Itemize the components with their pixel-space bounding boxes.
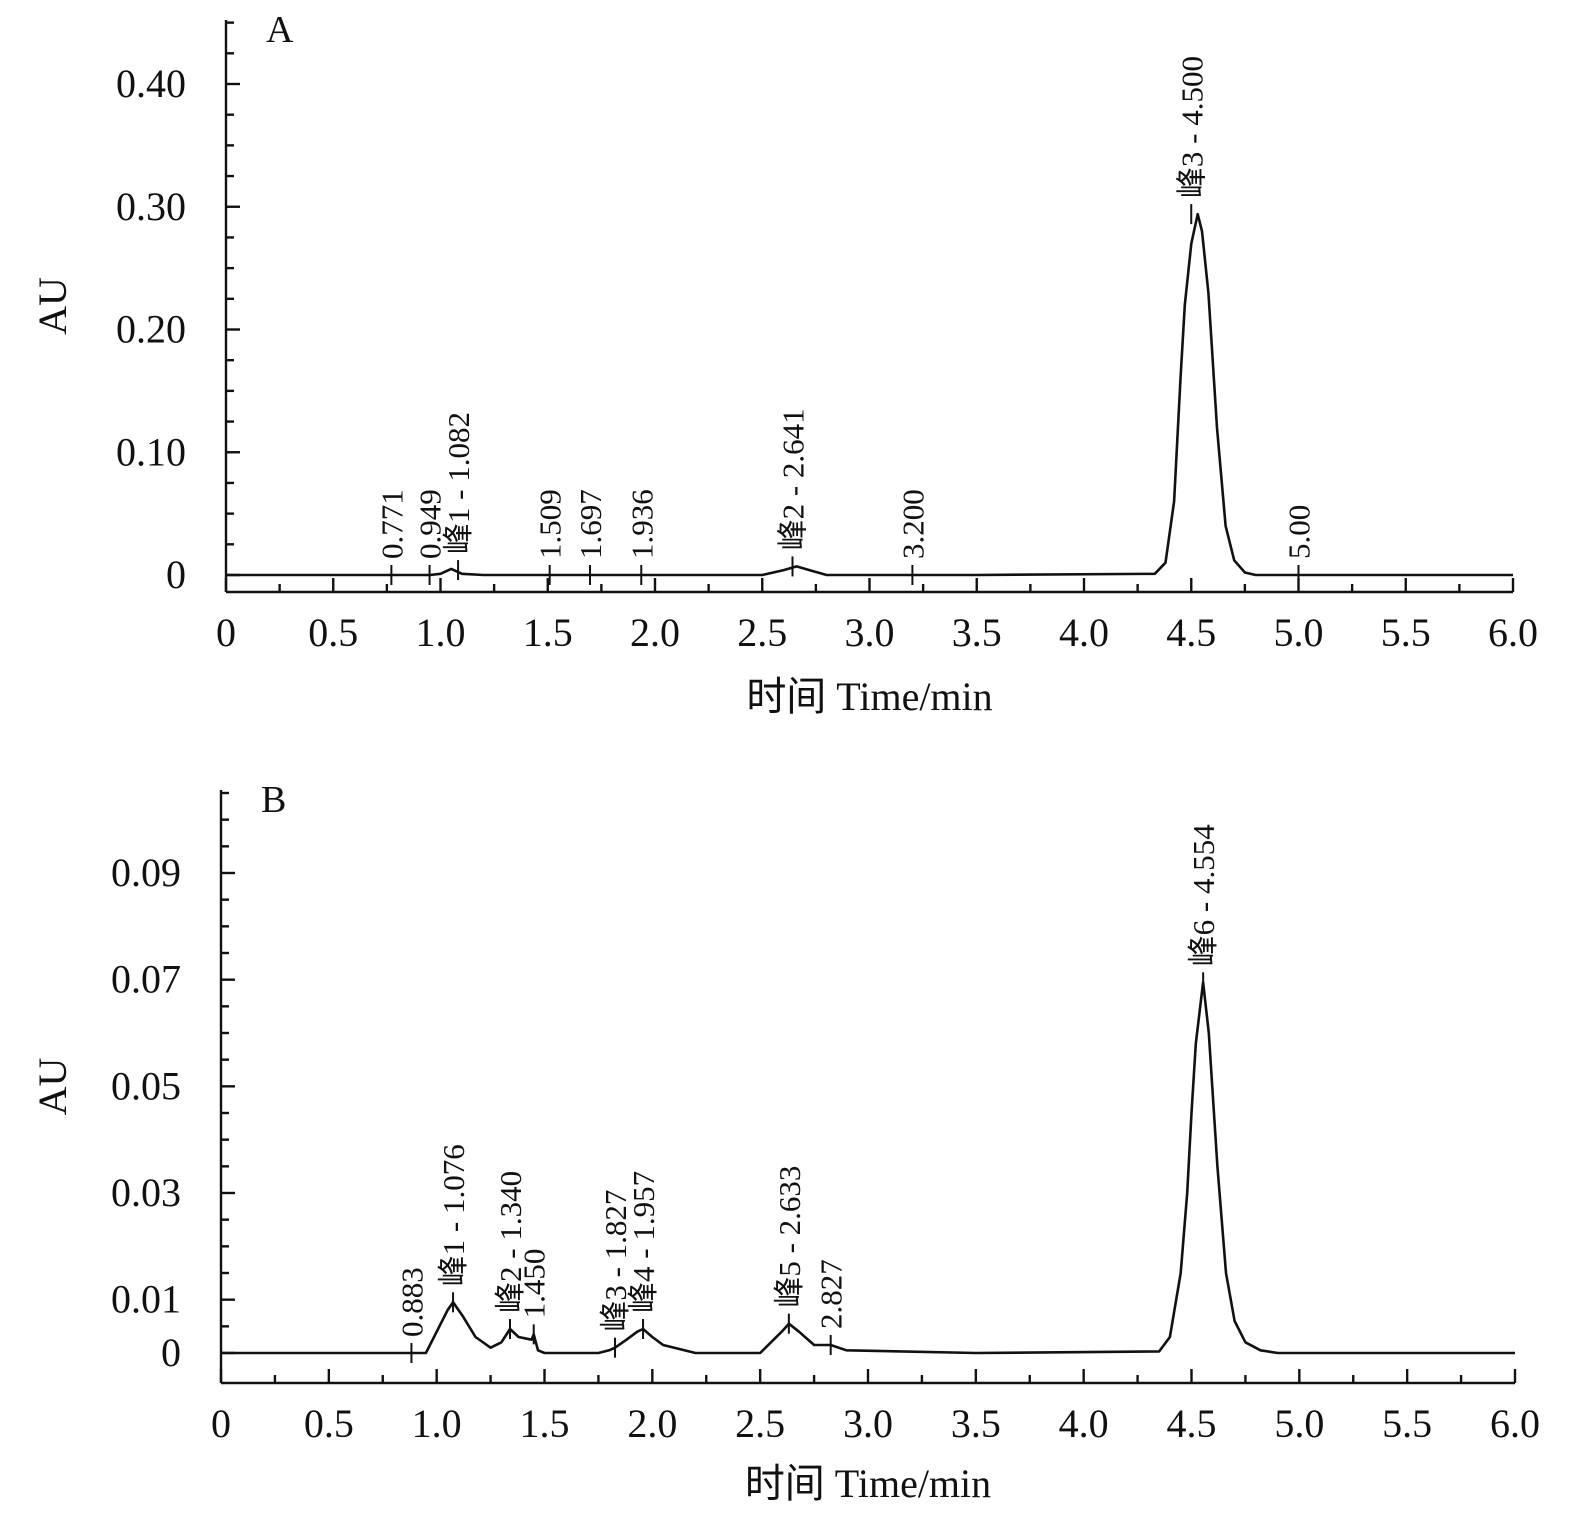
x-tick-label: 0.5	[308, 610, 358, 655]
y-axis-label: AU	[30, 1058, 75, 1116]
x-axis-label: 时间 Time/min	[745, 1461, 991, 1506]
peak-label: 峰2 - 1.340	[493, 1171, 528, 1313]
x-tick-label: 1.0	[412, 1401, 462, 1446]
y-tick-label: 0	[166, 552, 186, 597]
panel-label: B	[261, 779, 286, 821]
x-tick-label: 2.0	[630, 610, 680, 655]
panel-label: A	[266, 9, 294, 51]
x-tick-label: 0.5	[304, 1401, 354, 1446]
peak-label: 3.200	[895, 489, 930, 559]
peak-label: 2.827	[814, 1259, 849, 1329]
chart-panel-a: 0 0.5 1.0 1.5 2.0 2.5 3.0 3.5 4.0 4.5 5.0 5.5 6.0 0 0.…	[30, 9, 1538, 719]
peak-label: 0.949	[413, 489, 448, 559]
x-tick-label: 3.5	[952, 610, 1002, 655]
y-tick-label: 0.05	[111, 1063, 181, 1108]
peak-label: 0.771	[374, 489, 409, 559]
peak-label: 峰1 - 1.082	[441, 412, 476, 554]
y-tick-label: 0.40	[116, 61, 186, 106]
x-tick-label: 4.5	[1166, 610, 1216, 655]
chart-panel-b: 0 0.5 1.0 1.5 2.0 2.5 3.0 3.5 4.0 4.5 5.0 5.5 6.0 0 0.…	[30, 779, 1540, 1506]
y-tick-label: 0.09	[111, 850, 181, 895]
y-tick-label: 0.20	[116, 307, 186, 352]
x-tick-label: 0	[216, 610, 236, 655]
x-tick-label: 5.5	[1382, 1401, 1432, 1446]
x-tick-label: 1.5	[520, 1401, 570, 1446]
x-tick-label: 4.0	[1059, 1401, 1109, 1446]
peak-label: 峰4 - 1.957	[626, 1171, 661, 1313]
x-tick-label: 5.0	[1274, 1401, 1324, 1446]
peak-label: 1.697	[573, 489, 608, 559]
x-tick-label: 5.5	[1381, 610, 1431, 655]
x-tick-label: 1.0	[416, 610, 466, 655]
x-tick-label: 5.0	[1274, 610, 1324, 655]
peak-label: 峰6 - 4.554	[1186, 824, 1221, 967]
y-tick-label: 0.01	[111, 1277, 181, 1322]
peak-label: 5.00	[1282, 505, 1317, 559]
x-tick-label: 3.5	[951, 1401, 1001, 1446]
y-tick-label: 0	[161, 1330, 181, 1375]
x-axis-label: 时间 Time/min	[746, 674, 992, 719]
peak-label: 峰1 - 1.076	[436, 1144, 471, 1286]
y-tick-label: 0.30	[116, 184, 186, 229]
peak-label: 1.936	[624, 489, 659, 559]
x-tick-label: 3.0	[845, 610, 895, 655]
peak-label: 峰5 - 2.633	[772, 1166, 807, 1308]
y-tick-label: 0.10	[116, 429, 186, 474]
x-tick-label: 4.0	[1059, 610, 1109, 655]
peak-label: 峰3 - 1.827	[598, 1190, 633, 1332]
x-tick-label: 4.5	[1167, 1401, 1217, 1446]
peak-label: 1.450	[517, 1249, 552, 1319]
peak-label: 峰3 - 4.500	[1174, 56, 1209, 198]
y-tick-label: 0.07	[111, 957, 181, 1002]
x-tick-label: 1.5	[523, 610, 573, 655]
x-tick-label: 2.5	[735, 1401, 785, 1446]
x-tick-label: 6.0	[1488, 610, 1538, 655]
x-tick-label: 0	[211, 1401, 231, 1446]
y-tick-label: 0.03	[111, 1170, 181, 1215]
x-tick-label: 3.0	[843, 1401, 893, 1446]
peak-label: 峰2 - 2.641	[775, 408, 810, 550]
x-tick-label: 2.0	[627, 1401, 677, 1446]
peak-label: 0.883	[394, 1267, 429, 1337]
x-tick-label: 6.0	[1490, 1401, 1540, 1446]
x-tick-label: 2.5	[737, 610, 787, 655]
y-axis-label: AU	[30, 277, 75, 335]
peak-label: 1.509	[533, 489, 568, 559]
